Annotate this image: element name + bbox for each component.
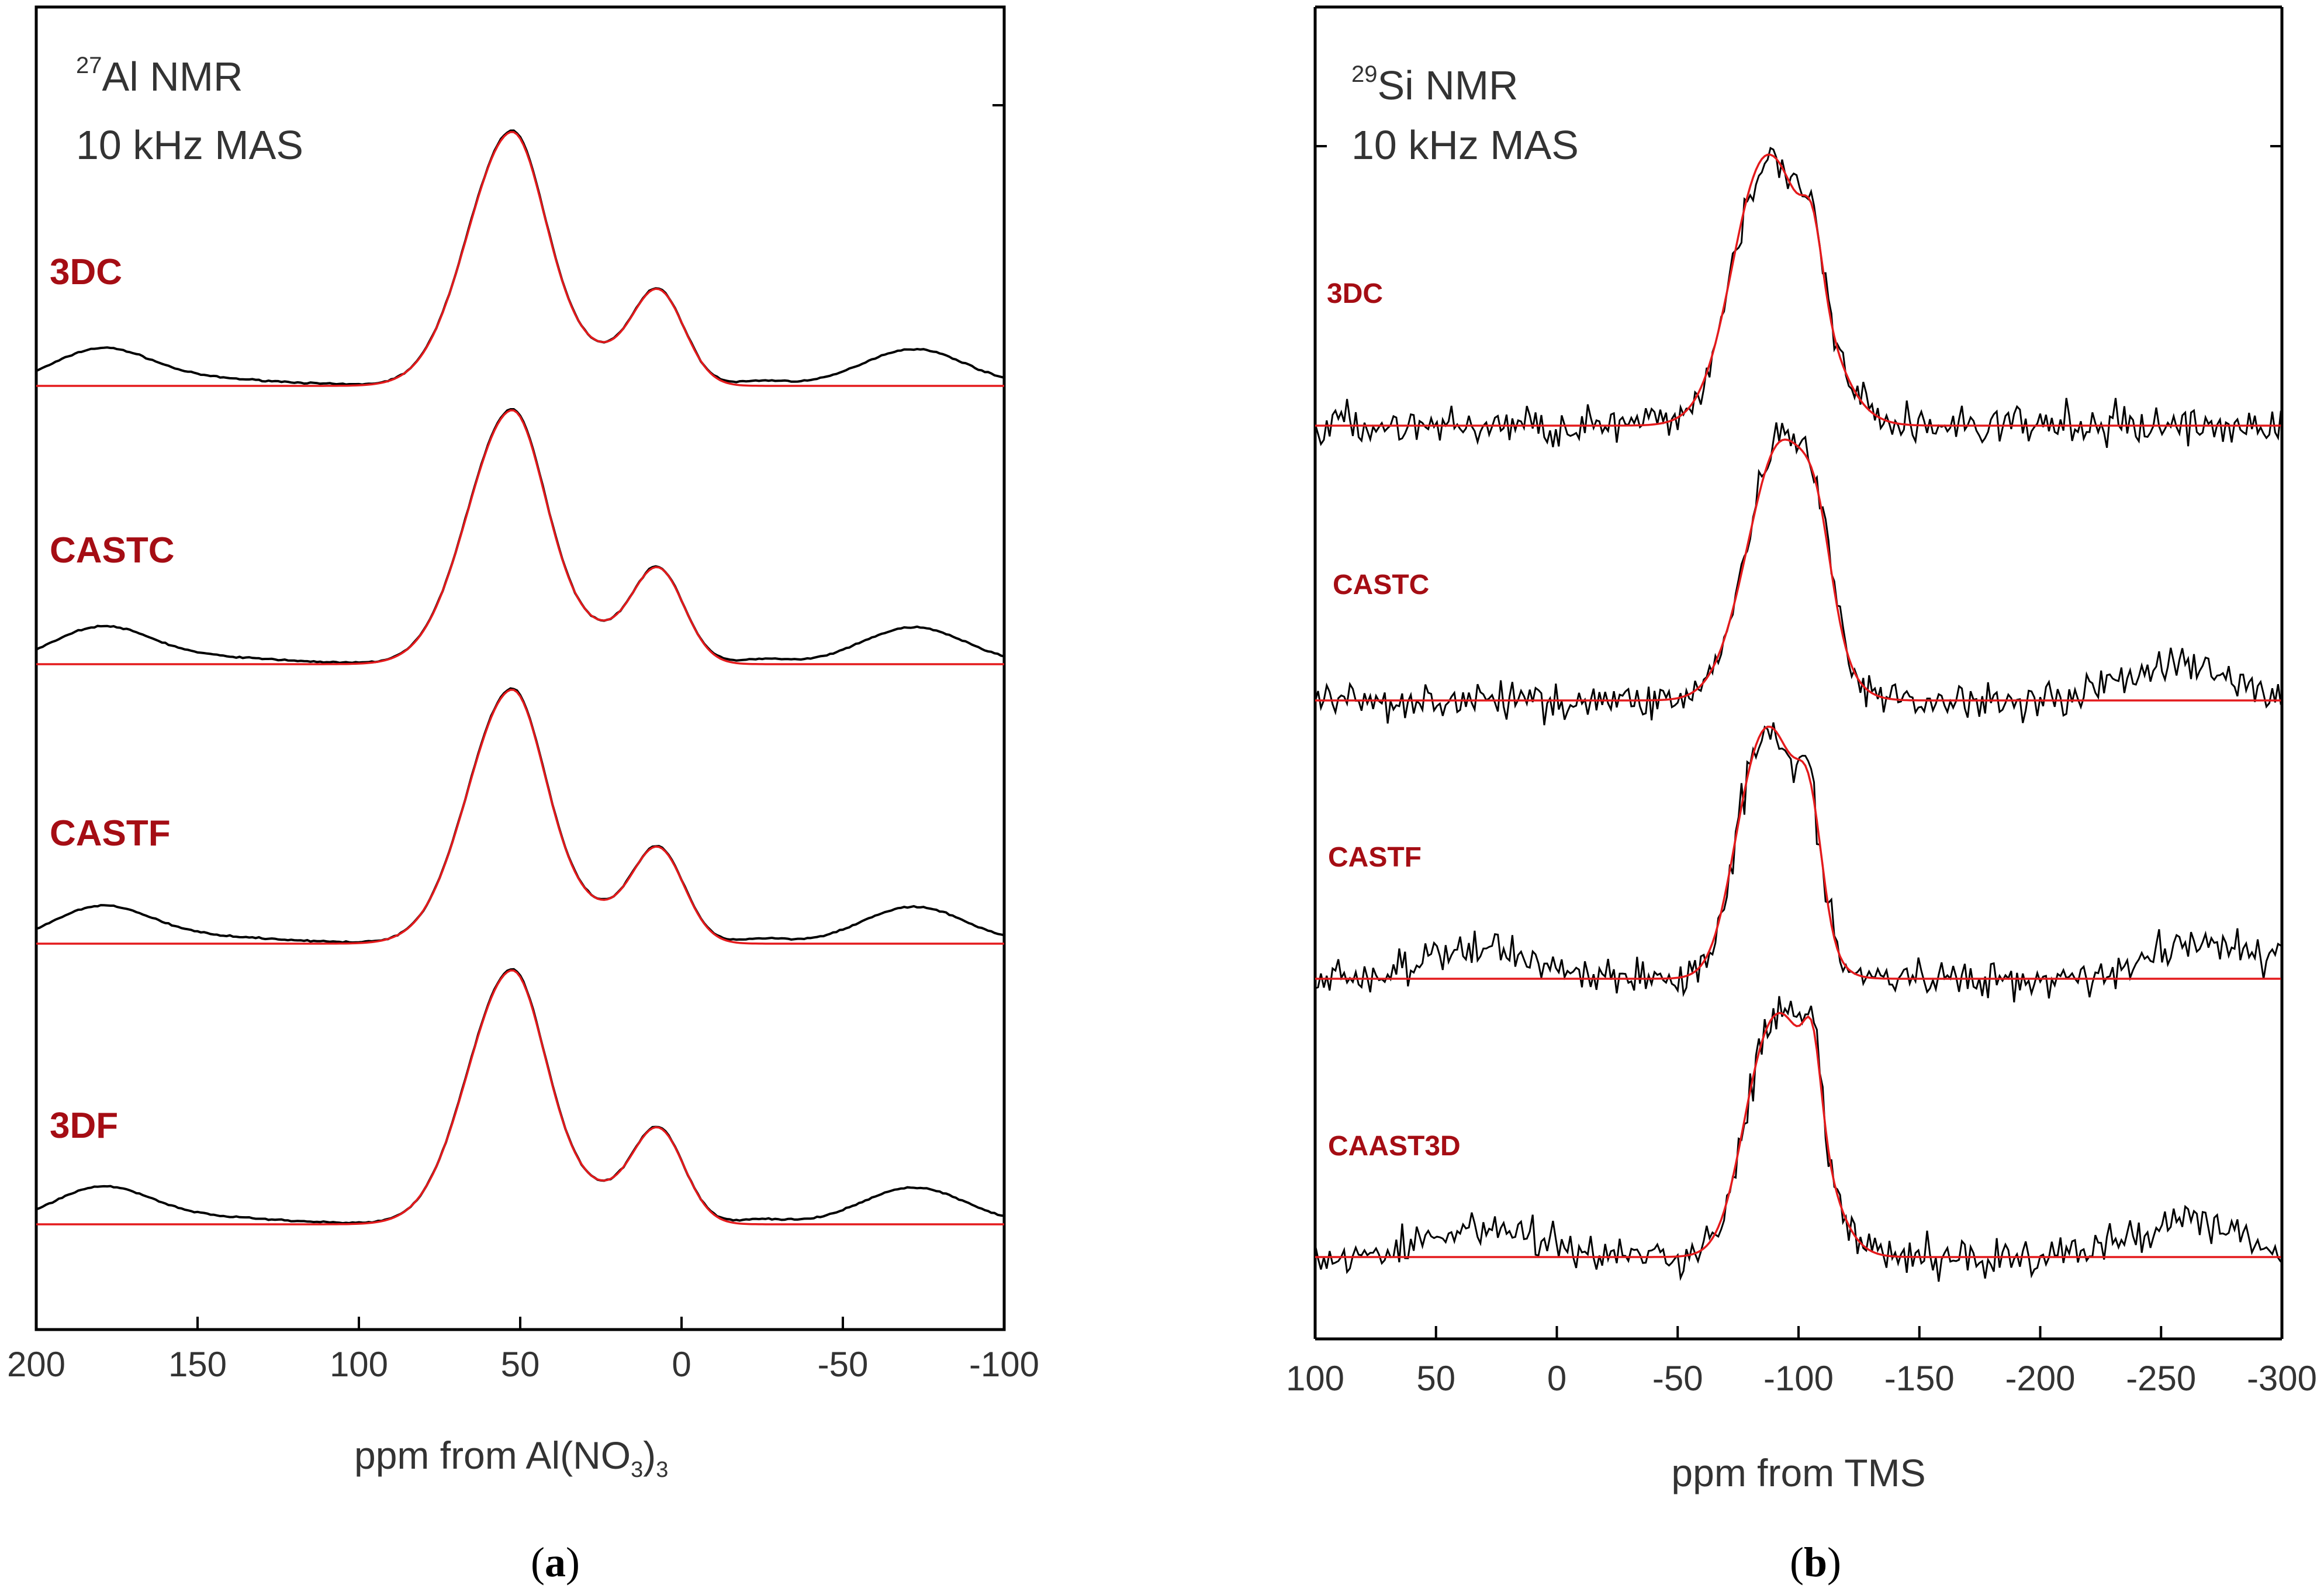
svg-text:29Si NMR: 29Si NMR — [1351, 61, 1519, 108]
experimental-trace-3DC — [1315, 146, 2282, 448]
fit-trace-CAAST3D — [1315, 1011, 2281, 1258]
panel-b-title: 29Si NMR 10 kHz MAS — [1351, 61, 1579, 168]
fit-trace-CASTC — [1315, 439, 2281, 702]
x-tick-label: -300 — [2247, 1359, 2317, 1398]
fit-trace-3DF — [36, 969, 1004, 1225]
x-tick-label: -200 — [2005, 1359, 2075, 1398]
fit-trace-CASTF — [36, 689, 1004, 945]
x-tick-label: -50 — [1652, 1359, 1703, 1398]
x-tick-label: 0 — [1547, 1359, 1566, 1398]
x-tick-label: 100 — [1286, 1359, 1344, 1398]
panel-a-xlabel-main: ppm from Al(NO — [354, 1434, 631, 1477]
panel-a-xlabel-sub2: 3 — [656, 1458, 668, 1482]
panel-a-title-text: Al NMR — [102, 54, 243, 99]
panel-a-title-sup: 27 — [76, 53, 102, 78]
panel-b-title-text: Si NMR — [1378, 63, 1519, 108]
panel-b-title-sup: 29 — [1351, 61, 1378, 87]
experimental-trace-3DF — [36, 968, 1004, 1225]
fit-trace-3DC — [36, 131, 1004, 387]
x-tick-label: 50 — [1416, 1359, 1455, 1398]
x-tick-label: -150 — [1884, 1359, 1955, 1398]
panel-b-subtitle: 10 kHz MAS — [1351, 122, 1579, 168]
fit-trace-3DC — [1315, 153, 2281, 427]
panel-a-xlabel: ppm from Al(NO3)3 — [354, 1434, 668, 1482]
panel-a-xlabel-sub1: 3 — [631, 1458, 643, 1482]
panel-b-label-3DC: 3DC — [1327, 278, 1383, 309]
panel-a-xlabel-close: ) — [643, 1434, 656, 1477]
fit-trace-CASTF — [1315, 726, 2281, 980]
panel-a: 27Al NMR 10 kHz MAS 3DC CASTC CASTF 3DF … — [7, 5, 1039, 1586]
x-tick-label: -100 — [1763, 1359, 1834, 1398]
experimental-trace-CASTF — [1315, 722, 2282, 1003]
experimental-trace-CASTC — [36, 408, 1004, 664]
fit-trace-CASTC — [36, 409, 1004, 665]
x-tick-label: -250 — [2126, 1359, 2196, 1398]
experimental-trace-CASTF — [36, 687, 1004, 944]
x-tick-label: -100 — [969, 1345, 1039, 1384]
panel-a-subtitle: 10 kHz MAS — [76, 122, 303, 168]
panel-b-label-CAAST3D: CAAST3D — [1328, 1131, 1461, 1162]
panel-b-sample-labels: 3DC CASTC CASTF CAAST3D — [1327, 278, 1461, 1162]
x-tick-label: 200 — [7, 1345, 65, 1384]
panel-b-label-CASTF: CASTF — [1328, 842, 1422, 873]
experimental-trace-CASTC — [1315, 422, 2282, 726]
panel-b: 29Si NMR 10 kHz MAS 3DC CASTC CASTF CAAS… — [1286, 5, 2317, 1586]
panel-a-label-CASTC: CASTC — [50, 530, 175, 571]
panel-b-traces — [1315, 146, 2282, 1282]
panel-a-label-3DC: 3DC — [50, 252, 122, 292]
x-tick-label: 100 — [330, 1345, 388, 1384]
panel-a-traces — [36, 129, 1004, 1225]
panel-a-x-axis: 200 150 100 50 0 -50 -100 — [7, 1317, 1039, 1384]
panel-b-letter: (b) — [1790, 1539, 1841, 1586]
x-tick-label: 0 — [672, 1345, 691, 1384]
panel-a-label-3DF: 3DF — [50, 1106, 118, 1146]
panel-a-title: 27Al NMR 10 kHz MAS — [76, 53, 303, 168]
panel-a-label-CASTF: CASTF — [50, 813, 171, 854]
x-tick-label: 150 — [168, 1345, 227, 1384]
panel-b-x-axis: 100 50 0 -50 -100 -150 -200 -250 -300 — [1286, 1326, 2317, 1398]
panel-b-xlabel: ppm from TMS — [1671, 1451, 1925, 1494]
panel-a-frame — [34, 5, 1006, 1331]
x-tick-label: 50 — [501, 1345, 540, 1384]
panel-a-letter: (a) — [531, 1539, 580, 1586]
x-tick-label: -50 — [818, 1345, 869, 1384]
experimental-trace-3DC — [36, 129, 1004, 386]
svg-text:27Al NMR: 27Al NMR — [76, 53, 243, 99]
panel-b-label-CASTC: CASTC — [1333, 569, 1429, 600]
panel-a-sample-labels: 3DC CASTC CASTF 3DF — [50, 252, 175, 1146]
experimental-trace-CAAST3D — [1315, 996, 2282, 1282]
